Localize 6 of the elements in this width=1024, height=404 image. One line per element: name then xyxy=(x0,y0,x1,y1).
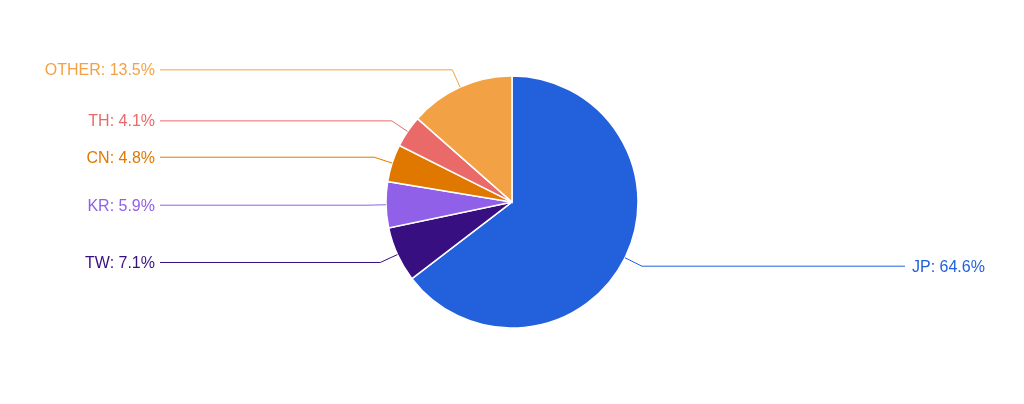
slice-label: TH: 4.1% xyxy=(88,112,155,130)
slice-label: KR: 5.9% xyxy=(87,196,155,214)
slice-label: JP: 64.6% xyxy=(912,257,985,275)
slice-label: OTHER: 13.5% xyxy=(44,61,155,79)
slice-label: CN: 4.8% xyxy=(86,148,155,166)
slice-label: TW: 7.1% xyxy=(85,254,155,272)
